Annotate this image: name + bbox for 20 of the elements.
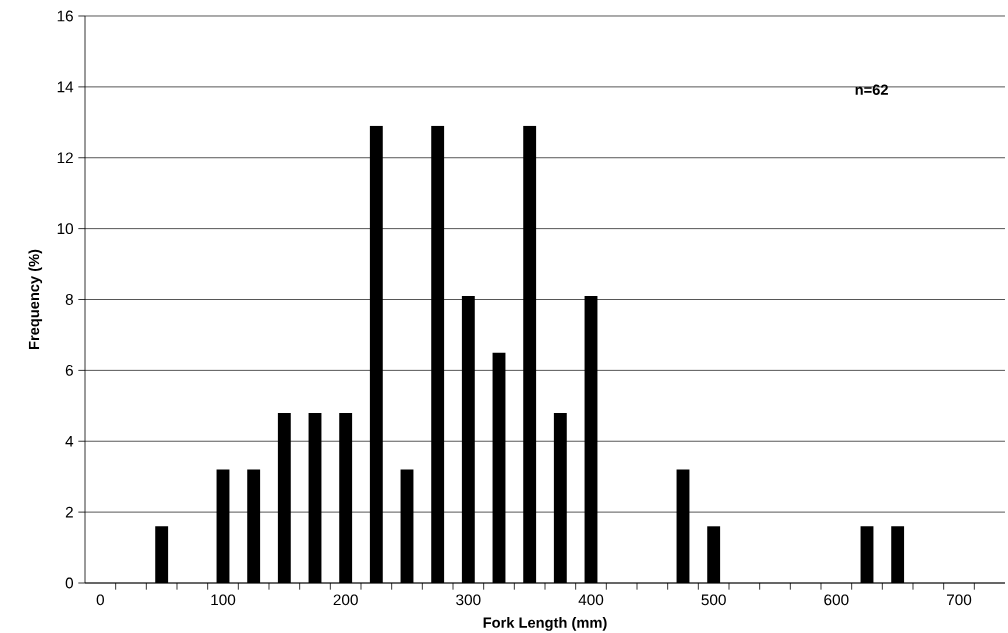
y-tick-label: 8 bbox=[65, 294, 73, 305]
annotation: n=62 bbox=[855, 84, 888, 95]
y-axis-title: Frequency (%) bbox=[28, 249, 43, 350]
y-tick-label: 10 bbox=[57, 223, 74, 235]
x-tick-label: 400 bbox=[578, 594, 604, 606]
x-axis-title: Fork Length (mm) bbox=[483, 617, 607, 631]
x-tick-label: 0 bbox=[96, 594, 104, 606]
y-tick-label: 16 bbox=[57, 10, 73, 22]
y-tick-label: 4 bbox=[65, 435, 74, 447]
y-tick-label: 0 bbox=[65, 577, 74, 589]
y-tick-label: 12 bbox=[57, 152, 73, 164]
x-tick-label: 600 bbox=[824, 594, 849, 606]
x-tick-label: 100 bbox=[211, 594, 236, 606]
x-tick-label: 700 bbox=[947, 594, 972, 606]
x-tick-label: 500 bbox=[701, 594, 726, 606]
y-tick-label: 14 bbox=[57, 81, 74, 93]
x-tick-label: 300 bbox=[456, 594, 481, 606]
x-tick-label: 200 bbox=[333, 594, 358, 606]
y-tick-label: 2 bbox=[65, 506, 73, 518]
y-tick-label: 6 bbox=[65, 364, 73, 376]
